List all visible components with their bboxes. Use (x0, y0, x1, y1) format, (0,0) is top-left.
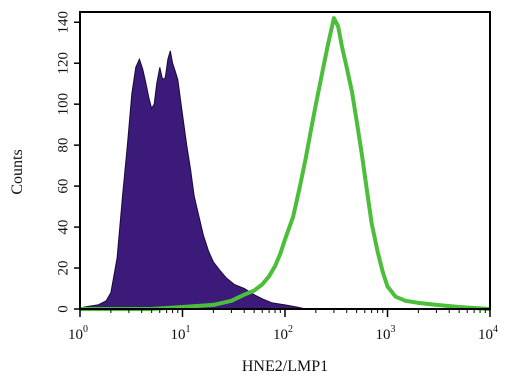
y-tick-label: 20 (55, 261, 71, 276)
y-tick-label: 40 (55, 220, 71, 235)
y-tick-label: 60 (55, 179, 71, 194)
x-axis-ticks: 100 101 102 103 104 (68, 309, 498, 343)
x-tick-label: 102 (273, 324, 293, 343)
y-axis-ticks: 0 20 40 60 80 100 120 140 (55, 11, 80, 313)
x-axis-label: HNE2/LMP1 (242, 358, 328, 375)
x-tick-label: 101 (171, 324, 191, 343)
x-tick-label: 100 (68, 324, 88, 343)
y-tick-label: 100 (55, 93, 71, 116)
y-axis-label: Counts (9, 149, 26, 194)
y-tick-label: 140 (55, 11, 71, 34)
series-filled-histogram (83, 50, 307, 310)
x-tick-label: 104 (478, 324, 498, 343)
y-tick-label: 0 (55, 305, 71, 313)
x-tick-label: 103 (376, 324, 396, 343)
series-outline-histogram (80, 16, 491, 311)
y-tick-label: 80 (55, 138, 71, 153)
y-tick-label: 120 (55, 52, 71, 74)
series-layer (80, 16, 491, 311)
